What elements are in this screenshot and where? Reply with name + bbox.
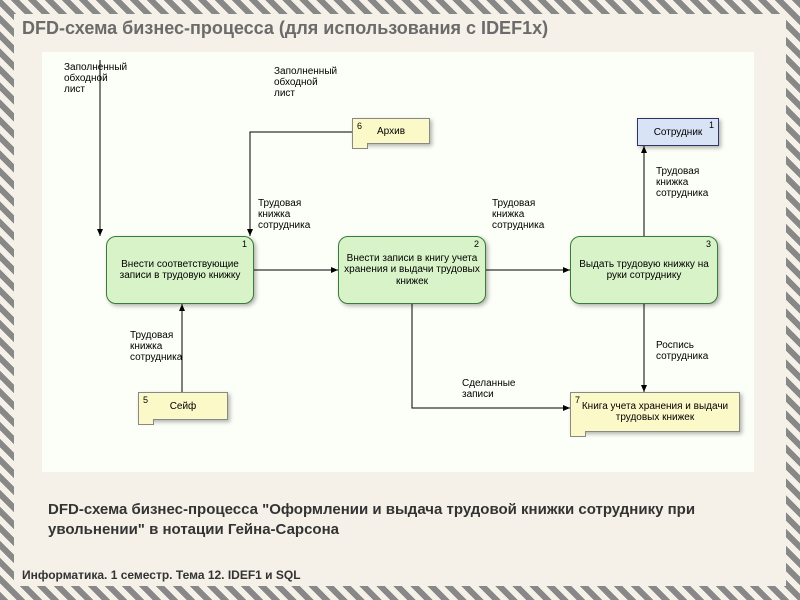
flow-label: Заполненныйобходнойлист xyxy=(64,62,127,95)
ext-num: 1 xyxy=(709,120,714,130)
store-label: Архив xyxy=(377,126,405,137)
store-label: Сейф xyxy=(170,401,197,412)
flow-label: Трудоваякнижкасотрудника xyxy=(130,330,182,363)
process-label: Внести соответствующие записи в трудовую… xyxy=(111,259,249,282)
dfd-diagram: Заполненныйобходнойлист Заполненныйобход… xyxy=(42,52,754,472)
store-num: 7 xyxy=(575,395,580,405)
process-num: 2 xyxy=(474,239,479,249)
process-num: 3 xyxy=(706,239,711,249)
process-label: Внести записи в книгу учета хранения и в… xyxy=(343,253,481,288)
flow-label: Трудоваякнижкасотрудника xyxy=(656,166,708,199)
flow-label: Росписьсотрудника xyxy=(656,340,708,362)
store-label: Книга учета хранения и выдачи трудовых к… xyxy=(575,401,735,423)
ext-label: Сотрудник xyxy=(654,127,703,138)
store-num: 6 xyxy=(357,121,362,131)
process-label: Выдать трудовую книжку на руки сотрудник… xyxy=(575,259,713,282)
process-3: 3 Выдать трудовую книжку на руки сотрудн… xyxy=(570,236,718,304)
flow-label: Сделанныезаписи xyxy=(462,378,515,400)
page-title: DFD-схема бизнес-процесса (для использов… xyxy=(22,18,548,39)
data-store-safe: 5 Сейф xyxy=(138,392,228,420)
process-num: 1 xyxy=(242,239,247,249)
data-store-book: 7 Книга учета хранения и выдачи трудовых… xyxy=(570,392,740,432)
flow-label: Заполненныйобходнойлист xyxy=(274,66,337,99)
flow-label: Трудоваякнижкасотрудника xyxy=(258,198,310,231)
data-store-archive: 6 Архив xyxy=(352,118,430,144)
process-1: 1 Внести соответствующие записи в трудов… xyxy=(106,236,254,304)
page-footer: Информатика. 1 семестр. Тема 12. IDEF1 и… xyxy=(22,568,301,582)
flow-label: Трудоваякнижкасотрудника xyxy=(492,198,544,231)
store-num: 5 xyxy=(143,395,148,405)
process-2: 2 Внести записи в книгу учета хранения и… xyxy=(338,236,486,304)
external-employee: 1 Сотрудник xyxy=(637,118,719,146)
diagram-caption: DFD-схема бизнес-процесса "Оформлении и … xyxy=(48,500,748,541)
